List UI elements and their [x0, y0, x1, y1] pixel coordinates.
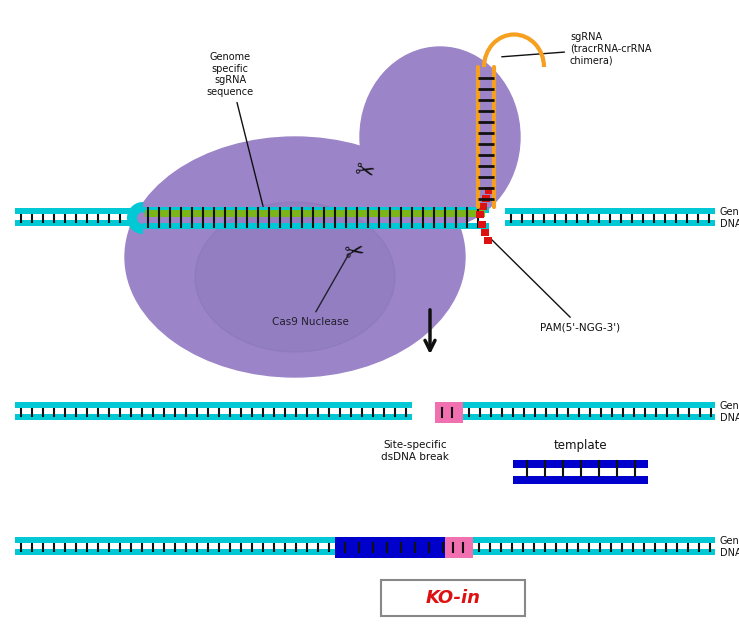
Text: Cas9 Nuclease: Cas9 Nuclease	[271, 255, 349, 327]
Bar	[463, 413, 715, 419]
Bar	[479, 203, 487, 209]
Text: template: template	[554, 439, 607, 452]
Text: sgRNA
(tracrRNA-crRNA
chimera): sgRNA (tracrRNA-crRNA chimera)	[502, 32, 652, 65]
Bar	[435, 401, 463, 423]
Text: Genome
specific
sgRNA
sequence: Genome specific sgRNA sequence	[206, 52, 265, 211]
Bar	[15, 549, 335, 554]
Bar	[476, 211, 484, 218]
Bar	[481, 228, 489, 236]
Bar	[473, 549, 715, 554]
Bar	[15, 413, 412, 419]
Ellipse shape	[360, 47, 520, 227]
Text: KO-in: KO-in	[426, 589, 480, 607]
PathPatch shape	[127, 202, 143, 234]
Text: Genomic
DNA: Genomic DNA	[720, 207, 739, 229]
Text: Genomic
DNA: Genomic DNA	[720, 536, 739, 558]
Text: ✂: ✂	[353, 158, 378, 186]
Ellipse shape	[195, 202, 395, 352]
Bar	[505, 208, 715, 214]
Bar	[463, 401, 715, 408]
Bar	[143, 207, 489, 213]
Bar	[485, 186, 493, 194]
Bar	[478, 221, 486, 228]
Bar	[15, 208, 140, 214]
Bar	[15, 401, 412, 408]
Bar	[513, 460, 648, 468]
FancyBboxPatch shape	[381, 580, 525, 616]
Ellipse shape	[125, 137, 465, 377]
Bar	[335, 537, 445, 557]
Bar	[513, 476, 648, 484]
Text: Genomic
DNA: Genomic DNA	[720, 401, 739, 423]
Bar	[15, 537, 335, 542]
Bar	[145, 210, 485, 217]
Text: ✂: ✂	[343, 238, 367, 265]
Bar	[484, 236, 492, 243]
Text: PAM(5'-NGG-3'): PAM(5'-NGG-3')	[490, 238, 620, 332]
Bar	[473, 537, 715, 542]
Text: Site-specific
dsDNA break: Site-specific dsDNA break	[381, 440, 449, 461]
Bar	[505, 219, 715, 226]
Bar	[482, 194, 490, 201]
Bar	[143, 223, 489, 229]
Bar	[445, 537, 473, 557]
Bar	[15, 219, 140, 226]
